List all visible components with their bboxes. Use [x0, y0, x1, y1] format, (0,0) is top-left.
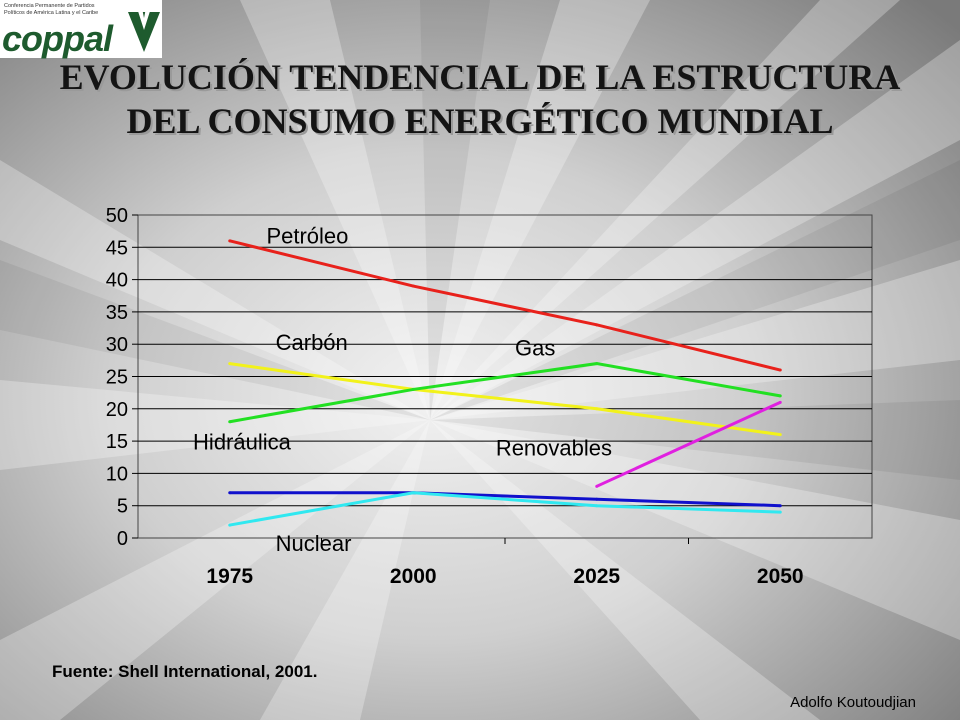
- page-title: EVOLUCIÓN TENDENCIAL DE LA ESTRUCTURA DE…: [59, 57, 901, 141]
- series-line-gas: [229, 362, 781, 424]
- series-label-gas: Gas: [515, 336, 555, 361]
- series-label-hidraulica: Hidráulica: [193, 429, 292, 454]
- data-point-carbon: [228, 362, 232, 366]
- source-note: Fuente: Shell International, 2001.: [52, 662, 318, 681]
- y-tick-label: 25: [106, 367, 128, 389]
- data-point-nuclear: [595, 504, 599, 508]
- x-tick-label: 2000: [390, 565, 437, 588]
- data-point-nuclear: [228, 523, 232, 527]
- data-point-carbon: [595, 407, 599, 411]
- data-point-nuclear: [778, 510, 782, 514]
- author-name: Adolfo Koutoudjian: [790, 694, 916, 711]
- logo-subtitle: Conferencia Permanente de Partidos Polít…: [4, 3, 99, 16]
- data-point-gas: [228, 420, 232, 424]
- y-tick-label: 10: [106, 463, 128, 485]
- data-point-hidraulica: [228, 491, 232, 495]
- series-label-renovables: Renovables: [496, 435, 612, 460]
- y-tick-label: 0: [117, 528, 128, 550]
- series-line-hidraulica: [229, 491, 781, 508]
- data-point-petroleo: [595, 323, 599, 327]
- series-label-nuclear: Nuclear: [276, 531, 352, 556]
- data-point-hidraulica: [778, 504, 782, 508]
- series-label-carbon: Carbón: [276, 330, 348, 355]
- series-label-petroleo: Petróleo: [266, 223, 348, 248]
- data-point-petroleo: [411, 284, 415, 288]
- data-point-petroleo: [778, 368, 782, 372]
- x-tick-label: 1975: [206, 565, 253, 588]
- data-point-gas: [778, 394, 782, 398]
- data-point-gas: [595, 362, 599, 366]
- y-tick-label: 30: [106, 334, 128, 356]
- y-tick-label: 40: [106, 270, 128, 292]
- data-point-nuclear: [411, 491, 415, 495]
- data-point-hidraulica: [595, 497, 599, 501]
- data-point-renovables: [778, 400, 782, 404]
- y-tick-label: 5: [117, 496, 128, 518]
- data-point-carbon: [778, 433, 782, 437]
- y-tick-label: 20: [106, 399, 128, 421]
- y-tick-label: 35: [106, 302, 128, 324]
- y-tick-label: 45: [106, 237, 128, 259]
- data-point-petroleo: [228, 239, 232, 243]
- data-point-gas: [411, 387, 415, 391]
- series-line-nuclear: [229, 491, 781, 527]
- y-tick-label: 15: [106, 431, 128, 453]
- y-tick-label: 50: [106, 205, 128, 227]
- data-point-renovables: [595, 484, 599, 488]
- series-line-carbon: [229, 362, 781, 437]
- x-tick-label: 2050: [757, 565, 804, 588]
- coppal-logo: Conferencia Permanente de Partidos Polít…: [0, 0, 162, 58]
- series-line-petroleo: [229, 239, 781, 372]
- logo-wordmark: coppal: [2, 18, 113, 59]
- x-tick-label: 2025: [573, 565, 620, 588]
- logo-checkmark-icon: [128, 8, 160, 52]
- series-line-renovables: [596, 400, 781, 488]
